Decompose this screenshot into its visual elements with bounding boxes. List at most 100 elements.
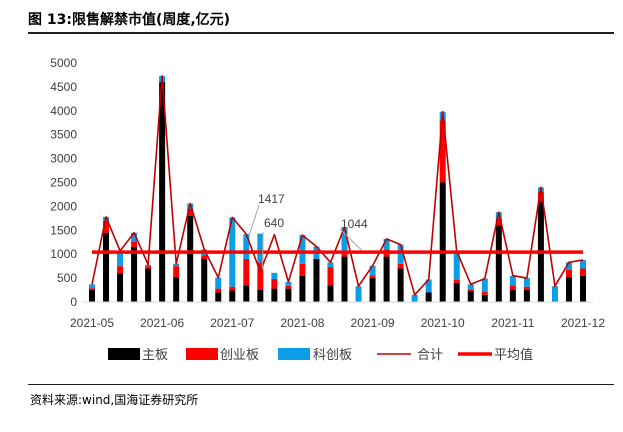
bar-segment-main-board bbox=[257, 290, 264, 302]
x-tick-label: 2021-07 bbox=[210, 316, 254, 330]
bar-segment-main-board bbox=[580, 275, 586, 302]
bar-segment-main-board bbox=[565, 277, 572, 302]
bar-segment-main-board bbox=[173, 277, 180, 302]
x-tick-label: 2021-08 bbox=[280, 316, 324, 330]
bar-segment-main-board bbox=[229, 290, 236, 302]
bar-segment-main-board bbox=[187, 215, 194, 302]
bar-segment-chinext bbox=[537, 192, 544, 202]
bar-segment-main-board bbox=[439, 182, 446, 302]
total-line bbox=[91, 75, 584, 296]
bar-segment-chinext bbox=[341, 253, 348, 257]
bar-segment-main-board bbox=[467, 291, 474, 302]
source-rule bbox=[28, 384, 614, 385]
bar-segment-star-market bbox=[383, 238, 390, 250]
bar-segment-chinext bbox=[257, 262, 264, 291]
bar-segment-chinext bbox=[145, 266, 152, 269]
bar-segment-main-board bbox=[243, 285, 250, 302]
bar-segment-chinext bbox=[439, 120, 446, 183]
bar-segment-star-market bbox=[243, 234, 250, 259]
bar-segment-chinext bbox=[397, 263, 404, 269]
y-tick-label: 4500 bbox=[50, 80, 77, 94]
bar-segment-main-board bbox=[89, 290, 95, 302]
bar-segment-main-board bbox=[453, 282, 460, 302]
bar-segment-main-board bbox=[313, 258, 320, 302]
bar-segment-main-board bbox=[285, 288, 292, 302]
y-tick-label: 500 bbox=[57, 271, 77, 285]
bar-segment-chinext bbox=[187, 208, 194, 216]
bar-segment-main-board bbox=[523, 290, 530, 302]
bar-segment-main-board bbox=[327, 285, 334, 302]
y-tick-label: 3000 bbox=[50, 152, 77, 166]
bar-segment-star-market bbox=[453, 251, 460, 281]
bar-segment-chinext bbox=[103, 220, 110, 233]
source-note: 资料来源:wind,国海证券研究所 bbox=[30, 393, 199, 407]
bar-segment-main-board bbox=[299, 275, 306, 302]
bar-segment-main-board bbox=[201, 258, 208, 302]
annotation-label: 1417 bbox=[258, 192, 285, 206]
bar-segment-star-market bbox=[173, 263, 180, 267]
bar-segment-star-market bbox=[89, 284, 95, 289]
y-tick-label: 0 bbox=[70, 295, 77, 309]
legend-swatch bbox=[108, 348, 140, 360]
bar-segment-star-market bbox=[327, 262, 334, 268]
annotation-leader bbox=[248, 204, 260, 236]
bar-segment-star-market bbox=[425, 279, 432, 293]
bar-segment-star-market bbox=[481, 278, 488, 292]
x-tick-label: 2021-11 bbox=[491, 316, 534, 330]
annotation-label: 640 bbox=[264, 216, 284, 230]
bar-segment-main-board bbox=[425, 292, 432, 302]
bar-segment-main-board bbox=[509, 290, 516, 302]
bar-segment-star-market bbox=[341, 227, 348, 254]
bar-segment-main-board bbox=[215, 292, 222, 302]
bar-segment-chinext bbox=[89, 288, 95, 291]
bar-segment-star-market bbox=[397, 244, 404, 264]
bar-segment-star-market bbox=[271, 272, 278, 280]
bar-segment-star-market bbox=[565, 262, 572, 270]
bar-segment-star-market bbox=[411, 294, 418, 302]
bar-segment-star-market bbox=[467, 284, 474, 290]
bar-segment-star-market bbox=[131, 232, 138, 242]
bar-segment-main-board bbox=[397, 268, 404, 302]
bar-segment-star-market bbox=[215, 277, 222, 289]
y-tick-label: 1500 bbox=[50, 223, 77, 237]
legend-swatch bbox=[278, 348, 310, 360]
bar-segment-chinext bbox=[523, 286, 530, 291]
bar-segment-chinext bbox=[467, 289, 474, 292]
bar-segment-main-board bbox=[131, 247, 138, 302]
bar-segment-star-market bbox=[523, 278, 530, 287]
bar-segment-chinext bbox=[495, 218, 502, 226]
x-tick-label: 2021-06 bbox=[140, 316, 184, 330]
bar-segment-chinext bbox=[285, 285, 292, 289]
bar-segment-main-board bbox=[383, 256, 390, 302]
bar-segment-main-board bbox=[495, 225, 502, 302]
y-tick-label: 3500 bbox=[50, 128, 77, 142]
bar-segment-star-market bbox=[369, 265, 376, 276]
bar-segment-main-board bbox=[103, 232, 110, 302]
bar-segment-main-board bbox=[481, 294, 488, 302]
x-tick-label: 2021-12 bbox=[561, 316, 605, 330]
y-tick-label: 4000 bbox=[50, 104, 77, 118]
bar-segment-chinext bbox=[229, 286, 236, 291]
legend-label: 平均值 bbox=[494, 347, 533, 362]
bar-segment-main-board bbox=[271, 288, 278, 302]
bar-segment-main-board bbox=[369, 278, 376, 302]
bar-segment-main-board bbox=[117, 273, 124, 302]
bar-segment-star-market bbox=[285, 281, 292, 286]
legend-swatch bbox=[186, 348, 218, 360]
y-axis: 0 500 1000 1500 2000 2500 3000 3500 4000 4500 5000 bbox=[50, 56, 77, 309]
bar-segment-star-market bbox=[299, 235, 306, 264]
annotations: 1417 640 1044 bbox=[248, 192, 368, 270]
bar-segment-chinext bbox=[369, 275, 376, 279]
bar-segment-star-market bbox=[580, 259, 586, 269]
bar-segment-chinext bbox=[117, 266, 124, 274]
bar-segment-main-board bbox=[145, 268, 152, 302]
y-tick-label: 1000 bbox=[50, 247, 77, 261]
x-tick-label: 2021-10 bbox=[421, 316, 465, 330]
bar-segment-chinext bbox=[173, 266, 180, 278]
legend-label: 科创板 bbox=[313, 347, 352, 362]
y-tick-label: 2500 bbox=[50, 176, 77, 190]
bar-segment-main-board bbox=[341, 256, 348, 302]
x-axis: 2021-05 2021-06 2021-07 2021-08 2021-09 2021-… bbox=[70, 301, 605, 330]
annotation-label: 1044 bbox=[341, 217, 368, 231]
